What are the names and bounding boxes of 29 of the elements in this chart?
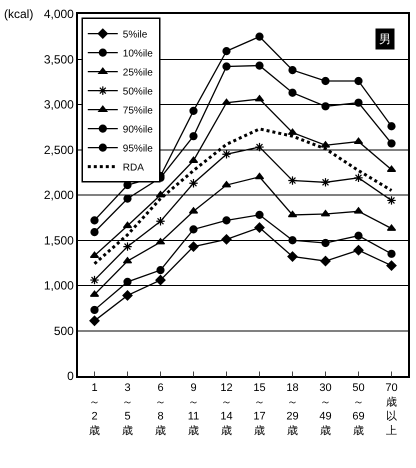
legend-label: 10%ile — [122, 48, 154, 60]
x-tick-label: 3～5歳 — [122, 382, 133, 437]
y-tick-label: 2,000 — [44, 188, 74, 202]
x-tick-label: 1～2歳 — [89, 382, 100, 437]
x-tick-label: 12～14歳 — [220, 382, 233, 437]
legend-label: 5%ile — [122, 30, 148, 41]
y-tick-label: 2,500 — [44, 142, 74, 157]
legend-label: 95%ile — [122, 144, 154, 155]
legend-label: 50%ile — [122, 86, 154, 98]
x-tick-label: 15～17歳 — [253, 382, 266, 437]
legend-label: RDA — [122, 162, 144, 174]
y-tick-label: 1,000 — [44, 278, 74, 293]
y-tick-label: 500 — [54, 324, 74, 338]
x-tick-label: 9～11歳 — [188, 382, 200, 437]
x-tick-label: 70歳以上 — [385, 382, 398, 437]
x-tick-label: 18～29歳 — [286, 382, 299, 437]
y-tick-label: 3,000 — [44, 98, 74, 112]
y-tick-label: 4,000 — [44, 7, 74, 22]
x-tick-label: 30～49歳 — [319, 382, 332, 437]
y-tick-label: 3,500 — [44, 52, 74, 66]
y-tick-label: 1,500 — [44, 233, 74, 248]
legend-label: 90%ile — [122, 124, 154, 136]
annotation: 男 — [379, 32, 391, 46]
y-axis-title: (kcal) — [4, 7, 34, 21]
x-tick-label: 6～8歳 — [155, 382, 166, 437]
y-tick-label: 0 — [67, 369, 74, 384]
legend-label: 75%ile — [122, 106, 154, 117]
legend-label: 25%ile — [122, 68, 154, 79]
x-tick-label: 50～69歳 — [352, 382, 365, 437]
